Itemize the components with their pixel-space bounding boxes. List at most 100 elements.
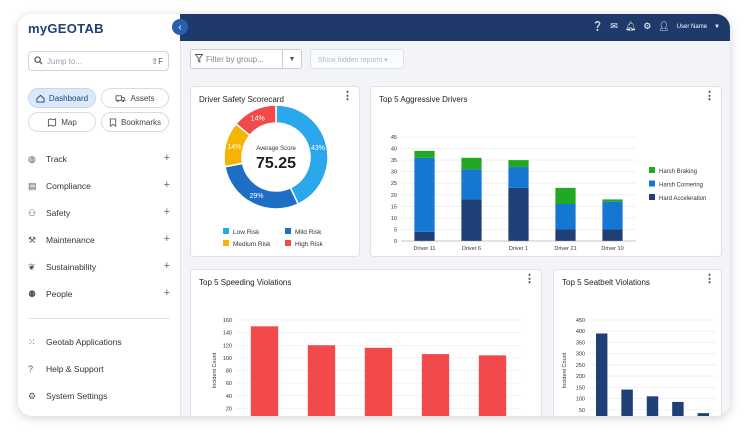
bar-segment[interactable] (555, 229, 576, 241)
jump-to-search[interactable]: Jump to... ⇧F (28, 51, 169, 71)
quick-link-label: Bookmarks (120, 117, 161, 127)
legend-swatch (223, 228, 229, 234)
bar-segment[interactable] (461, 169, 482, 200)
slice-label: 29% (249, 193, 263, 200)
y-axis-label: Incident Count (562, 352, 568, 388)
logo[interactable]: myGEOTAB (28, 21, 104, 36)
bell-icon[interactable]: 🔔︎ (624, 21, 637, 31)
bar[interactable] (672, 401, 684, 416)
seatbelt-violations-card: Top 5 Seatbelt Violations ⋮ 0 50 100 150 200… (553, 269, 722, 416)
y-tick-label: 35 (391, 158, 397, 164)
bar[interactable] (421, 354, 450, 416)
bar[interactable] (478, 355, 507, 416)
bar-segment[interactable] (461, 157, 482, 170)
quick-link-bookmarks[interactable]: Bookmarks (101, 112, 169, 132)
bar-segment[interactable] (508, 160, 529, 168)
leaf-icon: ❦ (28, 261, 36, 272)
bar-segment[interactable] (414, 231, 435, 241)
bar-segment[interactable] (602, 229, 623, 241)
donut-slice-3[interactable] (234, 104, 277, 137)
chevron-left-icon: ‹ (178, 21, 182, 33)
card-title: Driver Safety Scorecard (199, 95, 284, 104)
slice-label: 14% (251, 116, 265, 123)
bar-segment[interactable] (414, 157, 435, 232)
bar-segment[interactable] (555, 204, 576, 230)
bar[interactable] (595, 333, 608, 416)
expand-icon[interactable]: + (163, 287, 170, 299)
legend-swatch (649, 180, 655, 187)
bar[interactable] (250, 326, 279, 416)
shortcut-hint: ⇧F (151, 57, 163, 66)
collapse-sidebar-button[interactable]: ‹ (172, 19, 188, 35)
nav-label: Compliance (46, 181, 91, 191)
expand-icon[interactable]: + (163, 179, 170, 191)
bar-segment[interactable] (602, 201, 623, 230)
quick-link-dashboard[interactable]: Dashboard (28, 88, 96, 108)
bar-segment[interactable] (414, 150, 435, 158)
nav-item-geotab-applications[interactable]: ⁙ Geotab Applications (28, 334, 170, 350)
nav-item-sustainability[interactable]: ❦ Sustainability + (28, 259, 170, 275)
more-menu-icon[interactable]: ⋮ (704, 273, 715, 285)
bar[interactable] (364, 347, 393, 416)
y-tick-label: 25 (391, 181, 397, 187)
card-title: Top 5 Speeding Violations (199, 278, 292, 287)
more-menu-icon[interactable]: ⋮ (342, 90, 353, 102)
bar[interactable] (621, 389, 633, 416)
nav-item-help-support[interactable]: ? Help & Support (28, 361, 170, 377)
mail-icon[interactable]: ✉ (610, 21, 618, 31)
legend-swatch (649, 194, 655, 200)
bar-segment[interactable] (461, 199, 482, 241)
bar[interactable] (646, 396, 659, 416)
x-tick-label: Driver 10 (601, 246, 623, 252)
y-tick-label: 30 (391, 170, 397, 176)
quick-link-map[interactable]: Map (28, 112, 96, 132)
speeding-violations-card: Top 5 Speeding Violations ⋮ 0 20 40 60 80 100… (190, 269, 542, 416)
card-title: Top 5 Aggressive Drivers (379, 95, 468, 104)
bar[interactable] (307, 345, 336, 416)
expand-icon[interactable]: + (163, 233, 170, 245)
sidebar: myGEOTAB Jump to... ⇧F Dashboard Assets … (18, 14, 181, 416)
quick-link-label: Dashboard (48, 93, 89, 103)
safety-icon: ⚇ (28, 207, 37, 218)
more-menu-icon[interactable]: ⋮ (704, 90, 715, 102)
nav-item-track[interactable]: ◍ Track + (28, 151, 170, 167)
nav-item-safety[interactable]: ⚇ Safety + (28, 205, 170, 221)
gear-icon[interactable]: ⚙ (643, 21, 652, 31)
slice-label: 43% (311, 145, 325, 152)
expand-icon[interactable]: + (163, 260, 170, 272)
y-tick-label: 250 (576, 363, 585, 369)
bar-segment[interactable] (555, 187, 576, 205)
legend-label: Mild Risk (295, 229, 322, 236)
card-title: Top 5 Seatbelt Violations (562, 278, 650, 287)
expand-icon[interactable]: + (163, 206, 170, 218)
quick-link-assets[interactable]: Assets (101, 88, 169, 108)
bar[interactable] (697, 413, 710, 416)
nav-item-compliance[interactable]: ▤ Compliance + (28, 178, 170, 194)
bar-segment[interactable] (508, 167, 529, 188)
y-tick-label: 350 (576, 340, 585, 346)
chevron-down-icon[interactable]: ▼ (714, 23, 720, 30)
help-icon[interactable]: ❔ (591, 21, 604, 31)
user-name[interactable]: User Name (676, 23, 708, 30)
y-tick-label: 20 (226, 406, 232, 412)
nav-label: Track (46, 154, 67, 164)
expand-icon[interactable]: + (163, 152, 170, 164)
nav-item-maintenance[interactable]: ⚒ Maintenance + (28, 232, 170, 248)
bar-segment[interactable] (508, 187, 529, 241)
donut-slice-0[interactable] (275, 104, 329, 206)
center-label: Average Score (256, 146, 296, 152)
user-avatar-icon[interactable]: 👤︎ (658, 21, 670, 31)
bar-segment[interactable] (602, 199, 623, 202)
chevron-down-icon[interactable]: ▼ (282, 50, 301, 68)
show-hidden-reports-dropdown[interactable]: Show hidden reports ▾ (310, 49, 404, 69)
group-filter[interactable]: Filter by group... ▼ (190, 49, 302, 69)
top-bar-actions: ❔ ✉ 🔔︎ ⚙ 👤︎ User Name ▼ (592, 21, 720, 32)
nav-item-system-settings[interactable]: ⚙ System Settings (28, 388, 170, 404)
x-tick-label: Driver 1 (509, 246, 528, 252)
filter-icon (194, 54, 204, 65)
sidebar-divider (28, 318, 170, 319)
nav-item-people[interactable]: ⚉ People + (28, 286, 170, 302)
more-menu-icon[interactable]: ⋮ (524, 273, 535, 285)
